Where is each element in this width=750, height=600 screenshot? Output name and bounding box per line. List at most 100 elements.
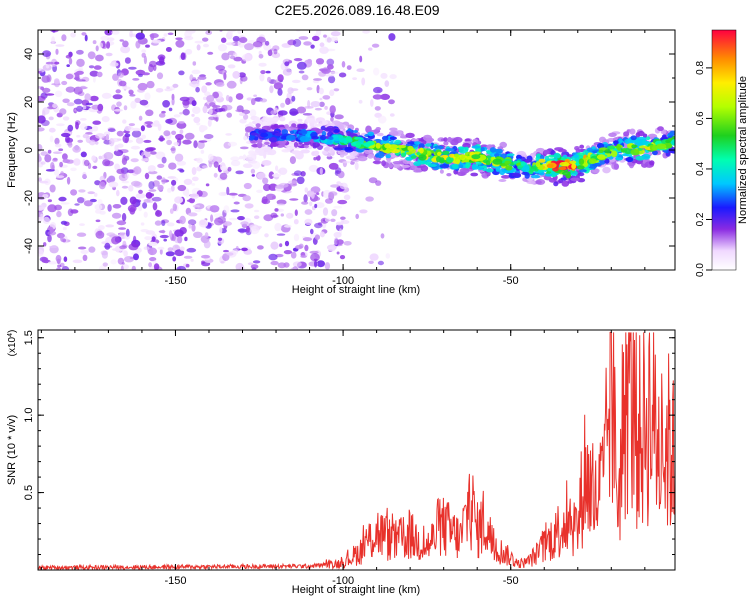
ridge-blob (443, 140, 449, 146)
colorbar: 0.0 0.2 0.4 0.6 0.8 Normalized spectral ampl… (695, 29, 749, 277)
ridge-blob (645, 136, 651, 140)
noise-blob (38, 70, 43, 74)
noise-blob (258, 50, 262, 55)
ridge-blob (453, 153, 460, 158)
noise-blob (191, 69, 201, 75)
noise-blob (118, 248, 123, 252)
noise-blob (313, 157, 317, 161)
noise-blob (315, 58, 325, 65)
noise-blob (98, 155, 103, 160)
noise-blob (247, 262, 254, 266)
noise-blob (110, 137, 121, 143)
noise-blob (253, 209, 260, 213)
noise-blob (197, 75, 207, 80)
noise-blob (198, 124, 206, 133)
noise-blob (52, 103, 58, 109)
noise-blob (52, 157, 58, 161)
noise-blob (141, 72, 150, 76)
ridge-blob (293, 141, 299, 148)
ridge-blob (338, 137, 348, 143)
noise-blob (275, 165, 279, 171)
noise-blob (288, 180, 298, 184)
ridge-blob (630, 135, 637, 141)
noise-blob (40, 213, 44, 218)
ridge-blob (267, 149, 277, 156)
ridge-blob (623, 131, 630, 137)
noise-blob (49, 184, 56, 193)
noise-blob (284, 240, 290, 247)
ridge-blob (376, 132, 384, 137)
noise-blob (312, 35, 320, 42)
ridge-blob (405, 132, 415, 139)
noise-blob (304, 244, 309, 252)
noise-blob (201, 85, 208, 93)
ridge-blob (453, 136, 463, 144)
noise-blob (42, 107, 50, 115)
noise-blob (57, 264, 62, 268)
ridge-blob (439, 164, 450, 169)
noise-blob (60, 132, 71, 138)
ridge-blob (278, 139, 286, 145)
noise-blob (175, 133, 184, 141)
noise-blob (138, 115, 143, 121)
noise-blob (208, 153, 214, 162)
ridge-blob (301, 123, 308, 130)
ridge-blob (591, 146, 596, 150)
noise-blob (51, 36, 55, 45)
noise-blob (72, 145, 81, 153)
noise-blob (42, 216, 51, 224)
noise-blob (356, 68, 365, 72)
ridge-blob (470, 172, 479, 177)
noise-blob (264, 40, 270, 46)
noise-blob (92, 120, 101, 125)
noise-blob (307, 100, 311, 108)
noise-blob (95, 133, 105, 139)
ridge-blob (618, 138, 623, 144)
noise-blob (213, 161, 219, 168)
noise-blob (328, 246, 336, 252)
ridge-blob (264, 141, 270, 145)
noise-blob (111, 236, 120, 245)
noise-blob (161, 156, 167, 164)
noise-blob (58, 148, 64, 151)
noise-blob (172, 256, 177, 262)
noise-blob (191, 167, 197, 175)
noise-blob (81, 32, 87, 36)
noise-blob (384, 80, 390, 87)
noise-blob (254, 215, 260, 219)
noise-blob (56, 123, 65, 127)
noise-blob (328, 75, 336, 84)
ridge-blob (459, 154, 466, 161)
noise-blob (145, 109, 154, 117)
noise-blob (310, 228, 314, 235)
noise-blob (329, 89, 335, 97)
ridge-blob (610, 150, 618, 158)
ridge-blob (418, 143, 425, 149)
noise-blob (240, 221, 249, 226)
noise-blob (95, 230, 105, 239)
noise-blob (298, 36, 309, 40)
ridge-blob (641, 138, 647, 145)
noise-blob (78, 86, 88, 90)
noise-blob (112, 94, 123, 100)
ridge-blob (596, 154, 606, 160)
ridge-blob (495, 148, 503, 154)
noise-blob (243, 135, 248, 141)
noise-blob (232, 71, 240, 79)
noise-blob (246, 97, 253, 101)
noise-blob (335, 221, 344, 226)
noise-blob (205, 183, 210, 187)
noise-blob (45, 169, 56, 172)
noise-blob (62, 227, 67, 231)
spectrogram-x-label: Height of straight line (km) (292, 284, 420, 296)
noise-blob (68, 57, 73, 65)
noise-blob (260, 70, 266, 75)
noise-blob (87, 51, 96, 60)
noise-blob (270, 241, 279, 250)
noise-blob (289, 156, 296, 165)
ridge-blob (535, 161, 541, 168)
noise-blob (89, 95, 99, 102)
ridge-blob (298, 130, 308, 134)
noise-blob (249, 226, 260, 235)
ridge-blob (400, 133, 405, 138)
